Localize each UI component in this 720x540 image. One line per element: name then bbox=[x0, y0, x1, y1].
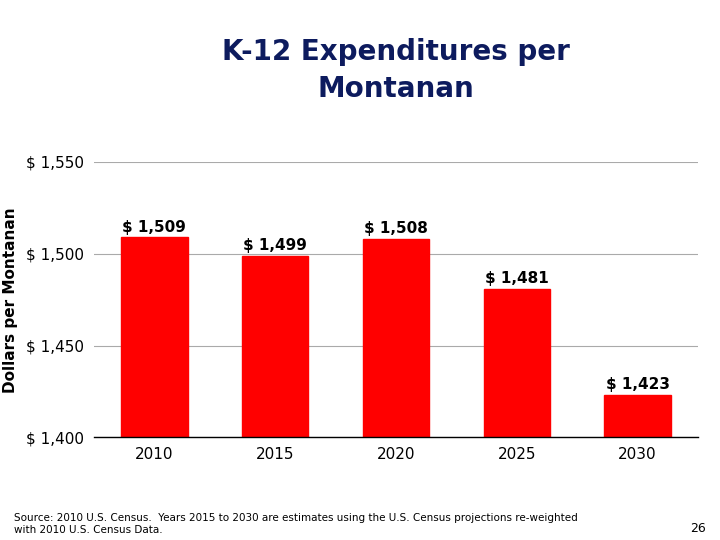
Text: $ 1,509: $ 1,509 bbox=[122, 220, 186, 234]
Text: $ 1,481: $ 1,481 bbox=[485, 271, 549, 286]
Bar bbox=[484, 289, 550, 437]
Bar bbox=[242, 255, 308, 437]
Bar bbox=[363, 239, 429, 437]
Bar bbox=[121, 237, 187, 437]
Text: $ 1,508: $ 1,508 bbox=[364, 221, 428, 237]
Y-axis label: Dollars per Montanan: Dollars per Montanan bbox=[3, 207, 17, 393]
Text: K-12 Expenditures per
Montanan: K-12 Expenditures per Montanan bbox=[222, 38, 570, 103]
Text: $ 1,423: $ 1,423 bbox=[606, 377, 670, 393]
Bar bbox=[605, 395, 671, 437]
Text: Source: 2010 U.S. Census.  Years 2015 to 2030 are estimates using the U.S. Censu: Source: 2010 U.S. Census. Years 2015 to … bbox=[14, 513, 578, 535]
Text: $ 1,499: $ 1,499 bbox=[243, 238, 307, 253]
Text: 26: 26 bbox=[690, 522, 706, 535]
